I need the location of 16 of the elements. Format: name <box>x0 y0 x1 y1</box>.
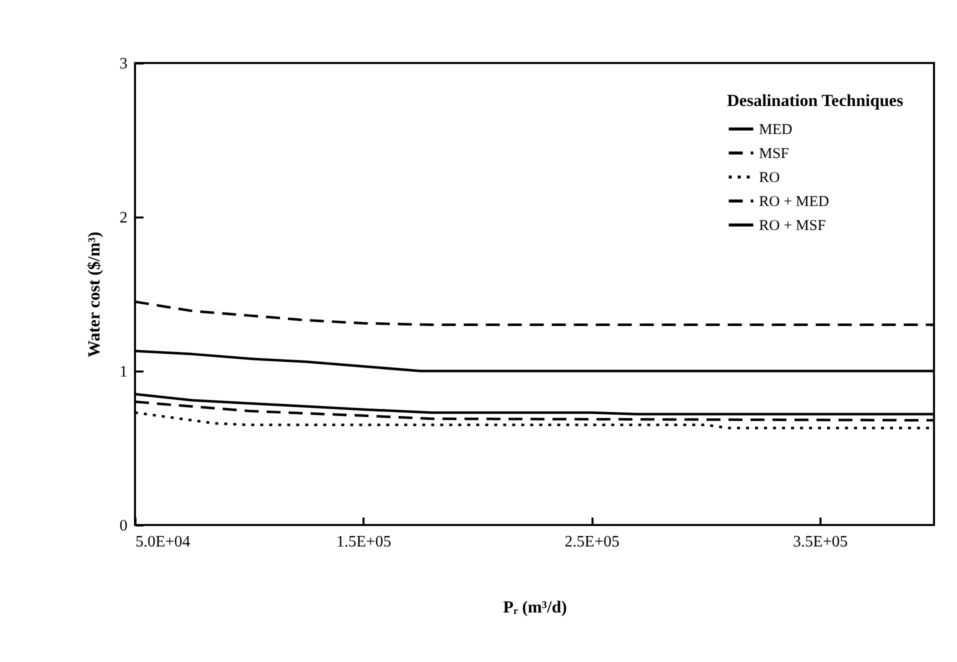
legend-label: MED <box>759 122 792 138</box>
legend-label: MSF <box>759 146 790 162</box>
y-tick-label: 1 <box>120 364 128 380</box>
y-tick-label: 2 <box>120 210 128 226</box>
legend-label: RO + MSF <box>759 218 826 234</box>
y-tick-label: 0 <box>120 518 128 534</box>
legend-label: RO + MED <box>759 194 830 210</box>
x-tick-label: 2.5E+05 <box>564 534 620 550</box>
x-axis-title: Pᵣ (m³/d) <box>503 598 567 616</box>
x-tick-label: 5.0E+04 <box>136 534 190 550</box>
x-tick-label: 1.5E+05 <box>336 534 392 550</box>
legend-label: RO <box>759 170 780 186</box>
y-axis-title: Water cost ($/m³) <box>84 232 104 358</box>
x-tick-label: 3.5E+05 <box>792 534 848 550</box>
legend-title: Desalination Techniques <box>727 91 904 110</box>
y-tick-label: 3 <box>120 56 128 72</box>
